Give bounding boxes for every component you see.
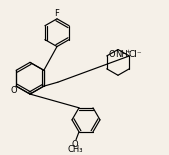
Text: O: O (72, 140, 78, 149)
Text: O: O (108, 51, 115, 60)
Text: O: O (11, 86, 17, 95)
Text: Cl⁻: Cl⁻ (129, 51, 142, 60)
Text: NH: NH (115, 51, 128, 60)
Text: CH₃: CH₃ (67, 145, 83, 154)
Text: F: F (55, 9, 59, 18)
Text: +: + (126, 49, 131, 55)
